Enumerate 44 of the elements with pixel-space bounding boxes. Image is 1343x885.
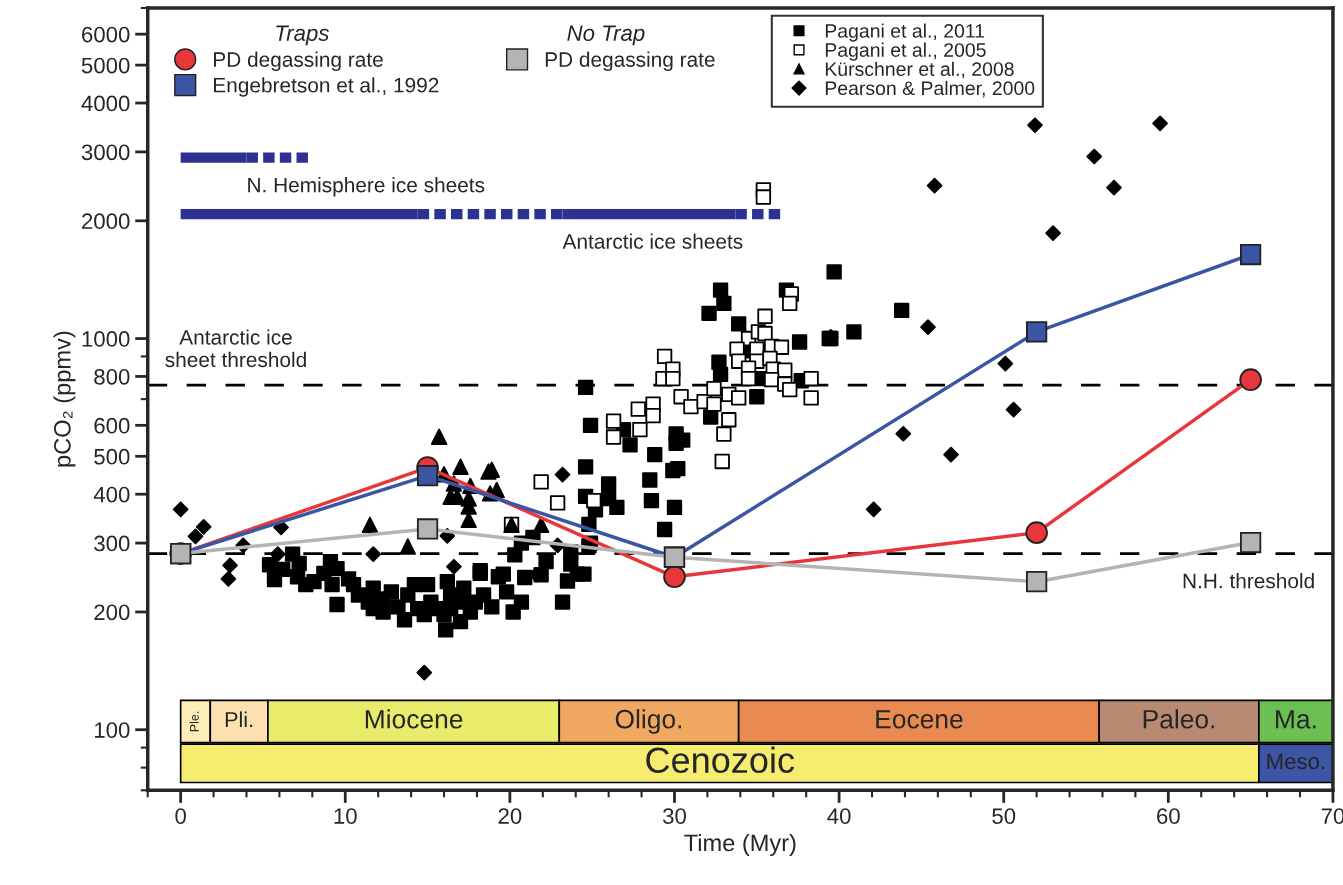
y-tick-label: 6000 — [82, 26, 130, 43]
annotation: Traps — [276, 25, 329, 46]
x-tick-label: 30 — [662, 808, 686, 824]
band-label: Meso. — [1267, 753, 1325, 770]
y-axis-title: pCO₂ (ppmv) — [53, 331, 76, 467]
legend-label: Kürschner et al., 2008 — [825, 61, 1014, 79]
x-tick-label: 60 — [1157, 808, 1180, 824]
series-label: Antarctic ice sheets — [562, 233, 743, 249]
ref-line-label: N.H. threshold — [1183, 573, 1314, 589]
ref-line-label: Antarctic ice sheet threshold — [165, 329, 306, 368]
y-tick-label: 4000 — [81, 95, 130, 112]
y-tick-label: 300 — [94, 535, 130, 552]
legend-label: Engebretson et al., 1992 — [214, 77, 439, 97]
band-label: Oligo. — [615, 709, 682, 734]
legend-label: PD degassing rate — [214, 51, 383, 72]
x-tick-label: 0 — [175, 808, 186, 824]
x-tick-label: 50 — [992, 808, 1016, 824]
series-label: N. Hemisphere ice sheets — [248, 177, 485, 197]
band-label: Cenozoic — [646, 746, 795, 774]
annotation: No Trap — [567, 25, 645, 46]
y-tick-label: 5000 — [81, 57, 130, 74]
x-tick-label: 10 — [334, 808, 357, 824]
band-label: Miocene — [365, 709, 463, 729]
x-tick-label: 20 — [498, 808, 522, 824]
x-tick-label: 40 — [827, 808, 851, 824]
legend-label: PD degassing rate — [545, 51, 715, 72]
y-tick-label: 200 — [94, 604, 130, 621]
x-axis-title: Time (Myr) — [684, 833, 796, 856]
y-tick-label: 100 — [94, 722, 130, 738]
band-label: Paleo. — [1143, 709, 1215, 729]
legend-label: Pearson & Palmer, 2000 — [825, 80, 1035, 98]
band-label: Ple. — [189, 711, 199, 732]
y-tick-label: 800 — [94, 368, 130, 385]
y-tick-label: 2000 — [82, 213, 130, 230]
y-tick-label: 3000 — [81, 144, 130, 161]
y-tick-label: 600 — [94, 417, 130, 434]
y-tick-label: 1000 — [82, 331, 130, 347]
band-label: Eocene — [876, 710, 963, 729]
y-tick-label: 500 — [94, 448, 130, 465]
band-label: Pli. — [225, 711, 253, 728]
band-label: Ma. — [1276, 710, 1316, 729]
legend-label: Pagani et al., 2011 — [825, 23, 985, 42]
y-tick-label: 400 — [93, 486, 130, 503]
legend-label: Pagani et al., 2005 — [825, 42, 986, 61]
